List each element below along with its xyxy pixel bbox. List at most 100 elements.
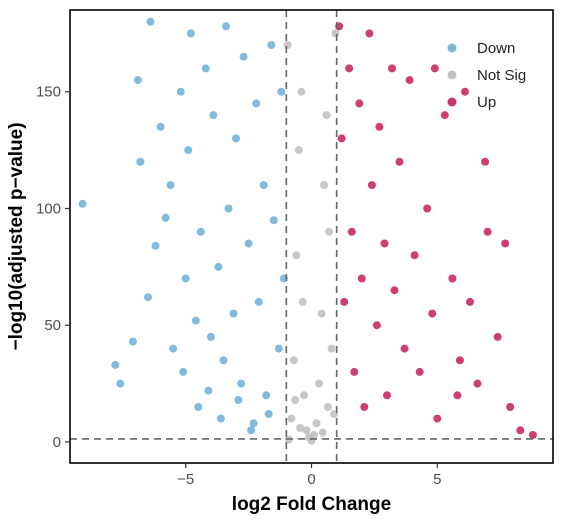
y-tick-label: 50: [44, 317, 61, 334]
point-down: [161, 213, 170, 222]
point-down: [196, 227, 205, 236]
point-up: [423, 204, 432, 213]
point-up: [350, 367, 359, 376]
point-down: [224, 204, 233, 213]
point-up: [400, 344, 409, 353]
point-up: [430, 64, 439, 73]
x-tick-label: 5: [433, 471, 441, 488]
point-down: [229, 309, 238, 318]
point-not-sig: [327, 344, 336, 353]
point-not-sig: [302, 426, 311, 435]
point-down: [267, 41, 276, 49]
point-down: [111, 360, 120, 369]
point-down: [239, 52, 248, 61]
point-down: [214, 262, 223, 271]
point-not-sig: [296, 424, 305, 432]
point-up: [433, 414, 442, 423]
point-down: [277, 87, 286, 96]
point-up: [360, 403, 369, 411]
point-down: [176, 87, 185, 96]
legend: Down Not Sig Up: [447, 40, 526, 111]
point-up: [461, 87, 469, 96]
point-up: [455, 356, 464, 365]
y-tick-label: 150: [36, 84, 61, 101]
point-up: [345, 64, 354, 73]
point-down: [144, 293, 152, 302]
point-down: [194, 403, 203, 411]
legend-label-up: Up: [477, 94, 496, 111]
point-down: [179, 367, 188, 376]
point-up: [466, 297, 474, 306]
point-down: [156, 122, 165, 131]
threshold-lines: [70, 10, 553, 463]
point-down: [201, 64, 210, 73]
point-up: [388, 64, 396, 73]
y-axis-title: −log10(adjusted p−value): [6, 122, 27, 350]
points-layer: [78, 17, 537, 445]
y-tick-label: 100: [36, 200, 61, 217]
point-up: [347, 227, 356, 236]
point-up: [473, 379, 482, 388]
point-down: [264, 410, 273, 418]
point-down: [252, 99, 261, 108]
point-not-sig: [312, 419, 321, 428]
point-down: [78, 199, 87, 208]
point-not-sig: [283, 41, 292, 49]
point-up: [395, 157, 404, 166]
point-not-sig: [297, 87, 306, 96]
point-up: [501, 239, 510, 248]
point-down: [169, 344, 178, 353]
point-down: [191, 316, 200, 325]
point-up: [440, 111, 449, 120]
point-up: [337, 134, 346, 143]
point-up: [483, 227, 492, 236]
point-down: [216, 414, 225, 423]
point-down: [269, 216, 278, 225]
point-down: [237, 379, 246, 388]
point-down: [209, 111, 218, 120]
point-down: [247, 426, 256, 435]
point-down: [274, 344, 283, 353]
point-up: [405, 76, 414, 85]
point-down: [206, 332, 215, 341]
point-up: [383, 391, 391, 400]
point-not-sig: [298, 297, 307, 306]
point-down: [184, 146, 193, 155]
point-not-sig: [287, 414, 296, 423]
legend-key-up: [447, 97, 457, 107]
point-down: [232, 134, 240, 143]
x-axis-title: log2 Fold Change: [232, 494, 391, 515]
point-up: [481, 157, 490, 166]
point-up: [506, 403, 515, 411]
point-up: [375, 122, 384, 131]
point-up: [516, 426, 525, 435]
point-not-sig: [317, 309, 326, 318]
y-tick-label: 0: [53, 434, 61, 451]
point-down: [234, 396, 243, 404]
point-down: [254, 297, 263, 306]
legend-label-down: Down: [477, 40, 515, 57]
point-not-sig: [318, 428, 327, 437]
point-up: [357, 274, 366, 283]
point-not-sig: [294, 146, 303, 155]
point-down: [116, 379, 125, 388]
point-up: [390, 286, 399, 295]
point-up: [428, 309, 437, 318]
point-up: [355, 99, 364, 108]
point-up: [380, 239, 389, 248]
point-down: [136, 157, 145, 166]
x-tick-label: 0: [307, 471, 315, 488]
point-up: [528, 431, 537, 439]
point-up: [448, 274, 457, 283]
point-down: [219, 356, 228, 365]
point-not-sig: [291, 396, 300, 404]
point-not-sig: [292, 251, 301, 260]
point-up: [453, 391, 462, 400]
point-not-sig: [331, 29, 340, 38]
point-down: [222, 22, 230, 31]
point-down: [166, 181, 175, 190]
point-down: [204, 386, 213, 395]
